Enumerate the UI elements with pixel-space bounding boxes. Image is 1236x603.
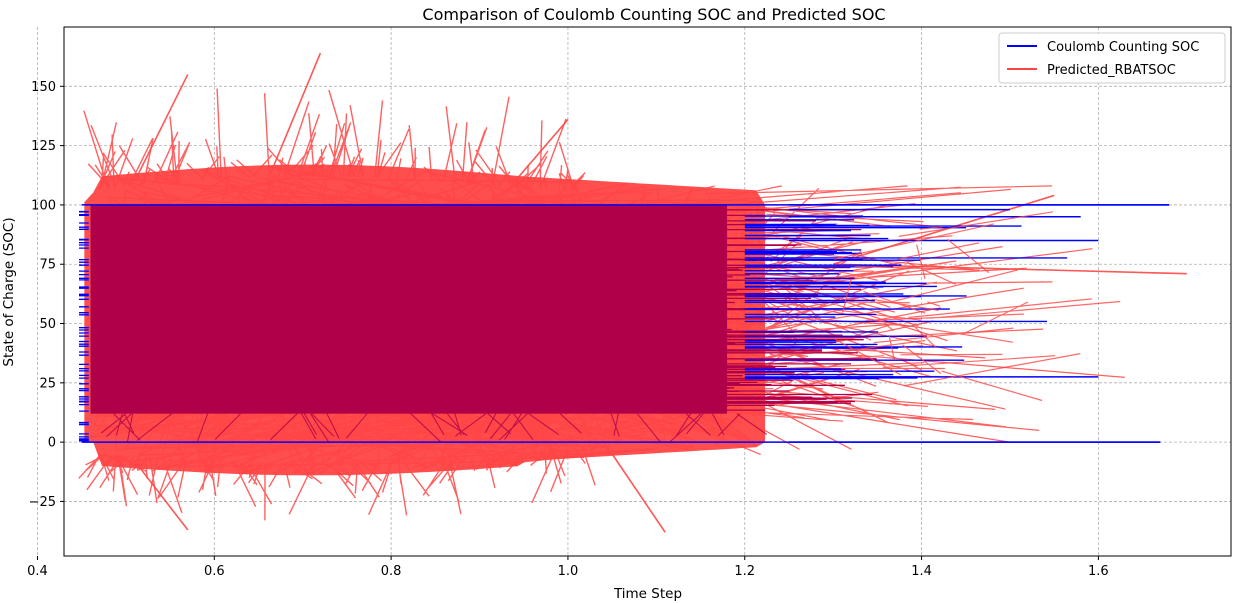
overlap-band — [90, 204, 728, 414]
x-tick-label: 1.4 — [911, 564, 932, 579]
y-tick-label: 75 — [39, 258, 56, 273]
predicted-soc-outlier — [134, 74, 189, 182]
x-axis-title: Time Step — [613, 586, 682, 602]
coulomb-soc-series — [79, 204, 1170, 443]
x-tick-label: 0.6 — [204, 564, 225, 579]
x-axis: 0.4 0.6 0.8 1.0 1.2 1.4 1.6 — [27, 556, 1109, 579]
predicted-soc-tips — [833, 211, 1121, 402]
x-tick-label: 1.0 — [558, 564, 579, 579]
predicted-soc-outlier — [266, 52, 322, 182]
predicted-soc-outlier — [611, 453, 666, 533]
predicted-soc-outlier — [514, 118, 569, 182]
overlap-region — [90, 204, 877, 443]
y-tick-label: 150 — [31, 80, 56, 95]
overlap-links — [100, 413, 768, 443]
legend-label-predicted: Predicted_RBATSOC — [1047, 63, 1176, 78]
legend-box — [998, 32, 1226, 84]
y-axis: −25 0 25 50 75 100 125 150 — [29, 80, 64, 510]
y-tick-label: 125 — [31, 139, 56, 154]
y-tick-label: 50 — [39, 317, 56, 332]
legend-label-coulomb: Coulomb Counting SOC — [1047, 40, 1199, 55]
chart-title: Comparison of Coulomb Counting SOC and P… — [422, 5, 885, 24]
x-tick-label: 1.6 — [1088, 564, 1109, 579]
coulomb-soc-streaks — [744, 215, 1068, 380]
y-tick-label: 25 — [39, 376, 56, 391]
predicted-soc-outlier — [134, 460, 189, 531]
predicted-soc-spikes — [78, 88, 596, 521]
plot-frame — [63, 26, 1232, 557]
x-tick-label: 1.2 — [734, 564, 755, 579]
x-tick-label: 0.8 — [381, 564, 402, 579]
y-tick-label: −25 — [29, 495, 56, 510]
legend: Coulomb Counting SOC Predicted_RBATSOC — [998, 32, 1226, 84]
y-axis-title: State of Charge (SOC) — [1, 217, 17, 366]
coulomb-soc-left-edge — [79, 210, 89, 442]
y-tick-label: 100 — [31, 198, 56, 213]
y-tick-label: 0 — [48, 436, 56, 451]
x-tick-label: 0.4 — [27, 564, 48, 579]
